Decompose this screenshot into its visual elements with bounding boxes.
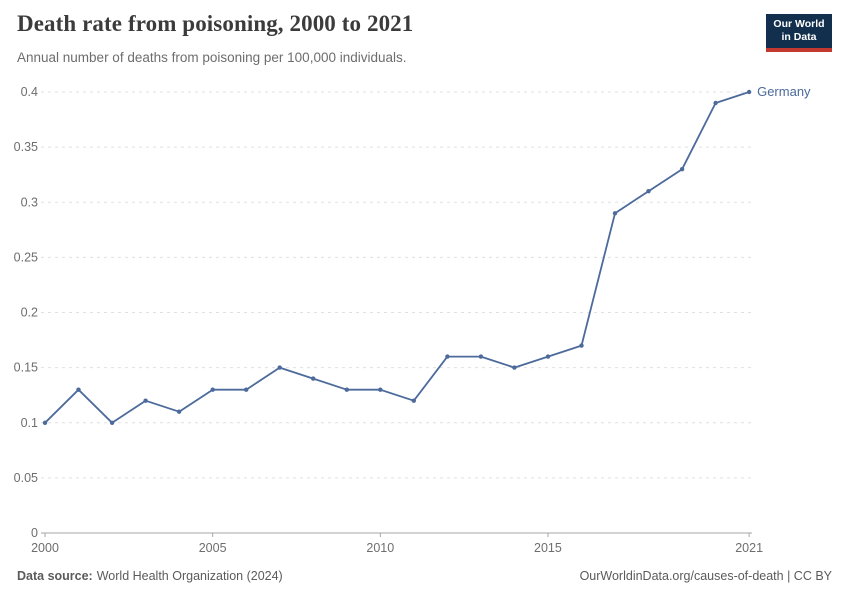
credit-link[interactable]: OurWorldinData.org/causes-of-death | CC …	[579, 569, 832, 583]
data-point[interactable]	[378, 387, 383, 392]
data-point[interactable]	[445, 354, 450, 359]
series-line-germany[interactable]	[44, 91, 750, 424]
data-point[interactable]	[76, 387, 81, 392]
x-tick-label: 2000	[31, 541, 59, 555]
data-point[interactable]	[411, 398, 416, 403]
data-point[interactable]	[42, 420, 48, 425]
data-point[interactable]	[277, 365, 282, 370]
data-point[interactable]	[210, 387, 215, 392]
x-tick-label: 2015	[534, 541, 562, 555]
data-point[interactable]	[143, 398, 148, 403]
logo-line2: in Data	[781, 31, 817, 43]
series-label-germany[interactable]: Germany	[757, 84, 811, 99]
data-point[interactable]	[646, 189, 651, 194]
data-source-label: Data source:	[17, 569, 93, 583]
data-point[interactable]	[478, 354, 484, 359]
y-tick-label: 0.05	[14, 471, 38, 485]
y-tick-label: 0.1	[21, 416, 38, 430]
y-tick-label: 0.2	[21, 306, 38, 320]
x-tick-label: 2021	[735, 541, 763, 555]
y-tick-label: 0.3	[21, 195, 38, 209]
x-tick-label: 2010	[366, 541, 394, 555]
y-tick-label: 0.35	[14, 140, 38, 154]
data-point[interactable]	[679, 167, 685, 172]
chart-footer: Data source: World Health Organization (2…	[17, 569, 832, 583]
data-point[interactable]	[612, 211, 618, 216]
y-tick-label: 0.25	[14, 250, 38, 264]
data-source-text: World Health Organization (2024)	[96, 569, 283, 583]
y-tick-label: 0	[31, 526, 38, 540]
data-point[interactable]	[311, 376, 316, 381]
y-tick-label: 0.15	[14, 361, 38, 375]
chart-title: Death rate from poisoning, 2000 to 2021	[17, 11, 414, 36]
data-point[interactable]	[344, 387, 349, 392]
data-point[interactable]	[579, 343, 584, 348]
data-point[interactable]	[109, 420, 115, 425]
data-point[interactable]	[713, 100, 718, 106]
logo-line1: Our World	[773, 17, 825, 30]
owid-logo: Our World in Data	[766, 14, 832, 52]
x-tick-label: 2005	[199, 541, 227, 555]
y-tick-label: 0.4	[21, 85, 38, 99]
data-point[interactable]	[545, 354, 551, 359]
chart-subtitle: Annual number of deaths from poisoning p…	[17, 50, 407, 65]
data-source: Data source: World Health Organization (2…	[17, 569, 283, 583]
data-point[interactable]	[176, 409, 182, 414]
data-point[interactable]	[746, 89, 752, 95]
data-point[interactable]	[244, 387, 249, 392]
data-point[interactable]	[512, 365, 517, 370]
